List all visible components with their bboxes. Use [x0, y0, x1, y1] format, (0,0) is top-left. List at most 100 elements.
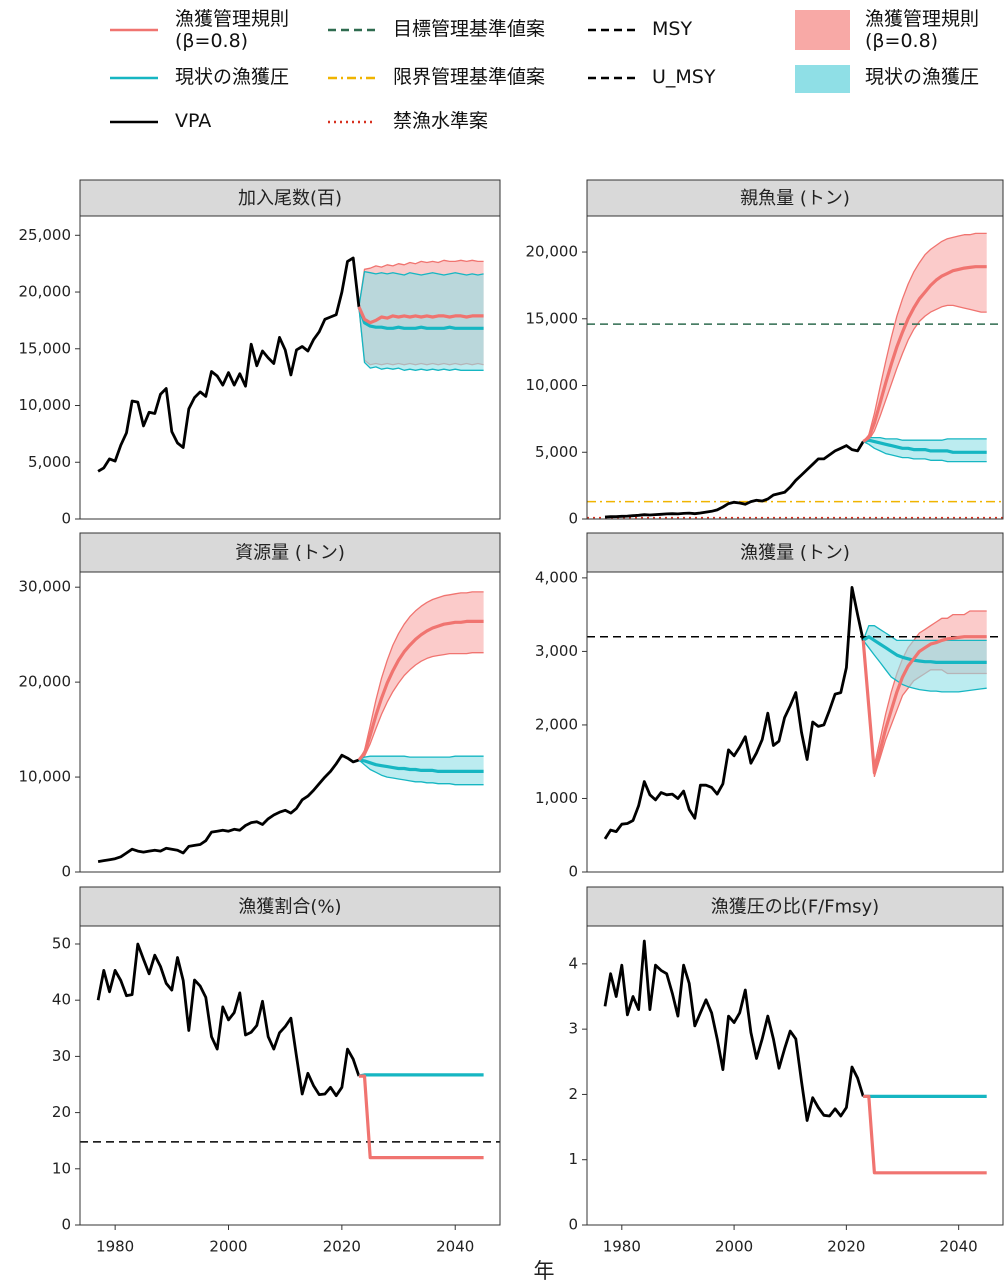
panel-frame	[79, 925, 501, 1226]
panel-strip	[586, 886, 1004, 927]
y-tick-label: 0	[61, 863, 71, 881]
plot-area	[97, 256, 484, 473]
band-edge	[863, 304, 987, 443]
y-tick-label: 3,000	[535, 642, 578, 660]
y-tick-label: 30,000	[19, 578, 72, 596]
panel-title: 加入尾数(百)	[238, 188, 342, 209]
legend-label: MSY	[652, 18, 693, 40]
band-edge	[862, 232, 987, 443]
y-tick-label: 20,000	[19, 283, 72, 301]
y-tick-label: 50	[52, 934, 71, 952]
legend-label: 現状の漁獲圧	[175, 66, 290, 88]
vpa-line	[97, 256, 361, 473]
band-edge	[358, 591, 484, 761]
panel-title: 漁獲圧の比(F/Fmsy)	[711, 897, 879, 918]
y-tick-label: 40	[52, 991, 71, 1009]
panel-title: 漁獲量 (トン)	[740, 543, 850, 564]
band-edge	[358, 759, 484, 786]
band	[863, 625, 987, 692]
plot-area	[603, 939, 987, 1175]
band-edge	[358, 306, 484, 371]
vpa-line	[603, 939, 865, 1122]
band-edge	[358, 755, 484, 761]
x-tick-label: 2040	[940, 1238, 978, 1256]
band	[358, 591, 484, 760]
panel-frame	[586, 215, 1004, 520]
y-tick-label: 2,000	[535, 715, 578, 733]
legend-label: 禁漁水準案	[393, 110, 489, 132]
panel-frame	[79, 215, 501, 520]
hcr-line	[861, 635, 987, 775]
x-tick-label: 2020	[827, 1238, 865, 1256]
y-tick-label: 0	[61, 510, 71, 528]
panel-strip	[586, 179, 1004, 217]
legend-swatch	[795, 10, 850, 50]
y-tick-label: 25,000	[19, 226, 72, 244]
legend-label: 漁獲管理規則 (β=0.8)	[865, 8, 980, 52]
x-tick-label: 2000	[209, 1238, 247, 1256]
y-tick-label: 30	[52, 1047, 71, 1065]
y-tick-label: 10	[52, 1159, 71, 1177]
plot-area	[587, 586, 1003, 840]
y-tick-label: 0	[61, 1216, 71, 1234]
panel-strip	[79, 179, 501, 217]
band-edge	[358, 652, 484, 761]
y-tick-label: 10,000	[19, 768, 72, 786]
x-tick-label: 1980	[603, 1238, 641, 1256]
panel-strip	[79, 532, 501, 573]
y-tick-label: 0	[568, 1216, 578, 1234]
legend-swatch	[795, 65, 850, 93]
y-tick-label: 10,000	[526, 376, 579, 394]
panel-title: 資源量 (トン)	[235, 543, 345, 564]
plot-area	[80, 942, 500, 1160]
hcr-line	[357, 619, 484, 762]
y-tick-label: 15,000	[19, 339, 72, 357]
panel-title: 漁獲割合(%)	[238, 897, 341, 918]
y-tick-label: 0	[568, 863, 578, 881]
band	[863, 233, 987, 442]
y-tick-label: 20,000	[526, 243, 579, 261]
vpa-line	[96, 942, 361, 1098]
x-tick-label: 2000	[715, 1238, 753, 1256]
plot-area	[97, 591, 484, 863]
y-tick-label: 20,000	[19, 673, 72, 691]
legend-label: 目標管理基準値案	[393, 18, 546, 40]
panel-frame	[586, 571, 1004, 873]
panel-strip	[79, 886, 501, 927]
y-tick-label: 4	[568, 954, 578, 972]
band-edge	[862, 640, 987, 693]
hcr-line	[862, 265, 987, 443]
legend-label: U_MSY	[652, 66, 716, 88]
band-edge	[862, 625, 987, 642]
x-tick-label: 1980	[96, 1238, 134, 1256]
x-tick-label: 2040	[436, 1238, 474, 1256]
current-line	[358, 758, 484, 773]
y-tick-label: 4,000	[535, 568, 578, 586]
panel-strip	[586, 532, 1004, 573]
band-edge	[862, 436, 987, 443]
y-tick-label: 3	[568, 1020, 578, 1038]
panel-frame	[586, 925, 1004, 1226]
current-line	[358, 1073, 484, 1078]
y-tick-label: 20	[52, 1103, 71, 1121]
y-tick-label: 1,000	[535, 789, 578, 807]
y-tick-label: 15,000	[526, 309, 579, 327]
legend-label: VPA	[175, 110, 212, 132]
hcr-line	[358, 1074, 484, 1160]
vpa-line	[604, 440, 865, 519]
band-edge	[358, 259, 484, 307]
y-tick-label: 1	[568, 1150, 578, 1168]
current-line	[862, 635, 987, 664]
vpa-line	[97, 753, 360, 863]
current-line	[862, 438, 987, 454]
vpa-line	[603, 586, 865, 840]
current-line	[357, 306, 484, 330]
legend-label: 限界管理基準値案	[393, 66, 546, 88]
band-edge	[358, 270, 484, 307]
panel-frame	[79, 571, 501, 873]
hcr-line	[357, 306, 484, 325]
x-tick-label: 2020	[323, 1238, 361, 1256]
band-edge	[862, 610, 987, 767]
